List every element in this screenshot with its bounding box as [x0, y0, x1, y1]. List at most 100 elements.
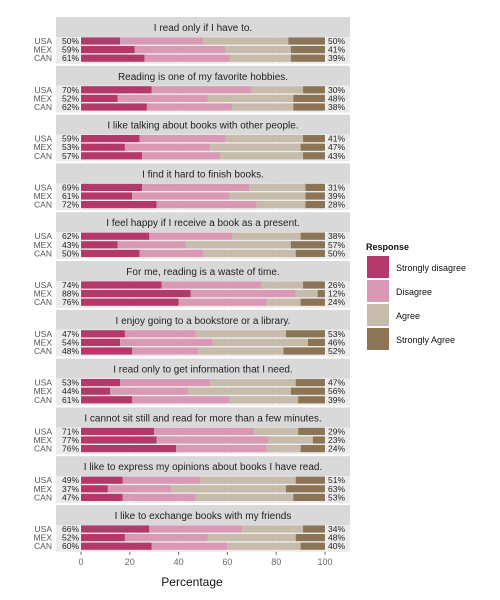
bar-segment-strongly-agree	[303, 152, 325, 160]
country-label: CAN	[34, 346, 52, 356]
country-label: USA	[35, 475, 53, 485]
bar-segment-strongly-disagree	[81, 103, 147, 111]
country-label: USA	[35, 134, 53, 144]
agree-percent-label: 39%	[328, 395, 345, 405]
agree-percent-label: 39%	[328, 53, 345, 63]
bar-segment-strongly-agree	[295, 249, 325, 257]
disagree-percent-label: 59%	[62, 134, 79, 144]
bar-segment-agree	[195, 330, 286, 338]
bar-segment-strongly-agree	[300, 445, 325, 453]
panel-title: I find it hard to finish books.	[142, 169, 264, 180]
bar-segment-agree	[266, 445, 301, 453]
x-tick-label: 0	[78, 557, 83, 567]
bar-segment-strongly-disagree	[81, 476, 123, 484]
bar-segment-agree	[232, 232, 301, 240]
legend-label: Strongly Agree	[396, 335, 455, 345]
bar-segment-strongly-agree	[312, 436, 325, 444]
country-label: MEX	[34, 337, 53, 347]
bar-segment-agree	[227, 542, 301, 550]
panel-title: I enjoy going to a bookstore or a librar…	[116, 316, 291, 327]
bar-segment-disagree	[142, 183, 250, 191]
bar-segment-disagree	[132, 347, 199, 355]
bar-segment-strongly-agree	[303, 281, 325, 289]
bar-segment-agree	[198, 347, 284, 355]
legend: Response Strongly disagree Disagree Agree S…	[366, 242, 466, 350]
panel: I like to exchange books with my friends…	[34, 505, 350, 552]
agree-percent-label: 26%	[328, 280, 345, 290]
bar-segment-disagree	[110, 387, 189, 395]
bar-segment-strongly-disagree	[81, 445, 177, 453]
agree-percent-label: 24%	[328, 297, 345, 307]
disagree-percent-label: 77%	[62, 435, 79, 445]
country-label: CAN	[34, 248, 52, 258]
bar-segment-disagree	[154, 427, 255, 435]
disagree-percent-label: 54%	[62, 337, 79, 347]
bar-segment-disagree	[124, 143, 211, 151]
bar-segment-strongly-agree	[293, 94, 325, 102]
panel-strip	[56, 456, 350, 477]
bar-segment-strongly-disagree	[81, 379, 121, 387]
panel: I feel happy if I receive a book as a pr…	[34, 212, 350, 259]
disagree-percent-label: 47%	[62, 492, 79, 502]
bar-segment-disagree	[149, 232, 233, 240]
panel: For me, reading is a waste of time. USA 74…	[34, 261, 350, 308]
disagree-percent-label: 62%	[62, 102, 79, 112]
disagree-percent-label: 47%	[62, 329, 79, 339]
bar-segment-disagree	[120, 37, 203, 45]
agree-percent-label: 47%	[328, 378, 345, 388]
agree-percent-label: 63%	[328, 484, 345, 494]
bar-segment-strongly-disagree	[81, 192, 133, 200]
panel-strip	[56, 65, 350, 86]
country-label: CAN	[34, 492, 52, 502]
disagree-percent-label: 61%	[62, 395, 79, 405]
panel-strip	[56, 17, 350, 37]
bar-segment-disagree	[190, 290, 296, 298]
bar-segment-strongly-disagree	[81, 347, 133, 355]
legend-label: Agree	[396, 311, 420, 321]
bar-segment-disagree	[156, 201, 257, 209]
country-label: CAN	[34, 151, 52, 161]
bar-segment-strongly-agree	[307, 338, 325, 346]
disagree-percent-label: 72%	[62, 200, 79, 210]
panel-title: I cannot sit still and read for more tha…	[84, 413, 321, 424]
bar-segment-strongly-agree	[288, 37, 325, 45]
disagree-percent-label: 69%	[62, 182, 79, 192]
bar-segment-strongly-agree	[303, 525, 325, 533]
disagree-percent-label: 74%	[62, 280, 79, 290]
legend-swatch	[367, 256, 389, 278]
bar-segment-disagree	[156, 436, 269, 444]
disagree-percent-label: 71%	[62, 426, 79, 436]
bar-segment-agree	[212, 338, 308, 346]
bar-segment-disagree	[142, 152, 221, 160]
bar-segment-agree	[229, 54, 291, 62]
country-label: MEX	[34, 289, 53, 299]
x-tick-label: 20	[125, 557, 135, 567]
bar-segment-strongly-agree	[300, 143, 325, 151]
bar-segment-strongly-disagree	[81, 290, 191, 298]
bar-segment-agree	[232, 103, 294, 111]
country-label: MEX	[34, 484, 53, 494]
bar-segment-strongly-disagree	[81, 427, 155, 435]
panel-title: I read only to get information that I ne…	[113, 365, 293, 376]
disagree-percent-label: 88%	[62, 289, 79, 299]
agree-percent-label: 50%	[328, 36, 345, 46]
bar-segment-disagree	[139, 135, 225, 143]
country-label: MEX	[34, 240, 53, 250]
bar-segment-strongly-agree	[285, 485, 325, 493]
agree-percent-label: 50%	[328, 248, 345, 258]
agree-percent-label: 46%	[328, 337, 345, 347]
bar-segment-disagree	[149, 525, 243, 533]
bar-segment-disagree	[151, 542, 228, 550]
legend-swatch	[367, 304, 389, 326]
bar-segment-strongly-agree	[293, 493, 325, 501]
disagree-percent-label: 76%	[62, 444, 79, 454]
panel: I cannot sit still and read for more tha…	[34, 407, 350, 455]
bar-segment-agree	[249, 183, 306, 191]
disagree-percent-label: 50%	[62, 36, 79, 46]
panel-strip	[56, 505, 350, 525]
bar-segment-disagree	[132, 192, 230, 200]
bar-segment-strongly-agree	[298, 427, 325, 435]
legend-swatch	[367, 280, 389, 302]
x-tick-label: 60	[222, 557, 232, 567]
disagree-percent-label: 66%	[62, 524, 79, 534]
